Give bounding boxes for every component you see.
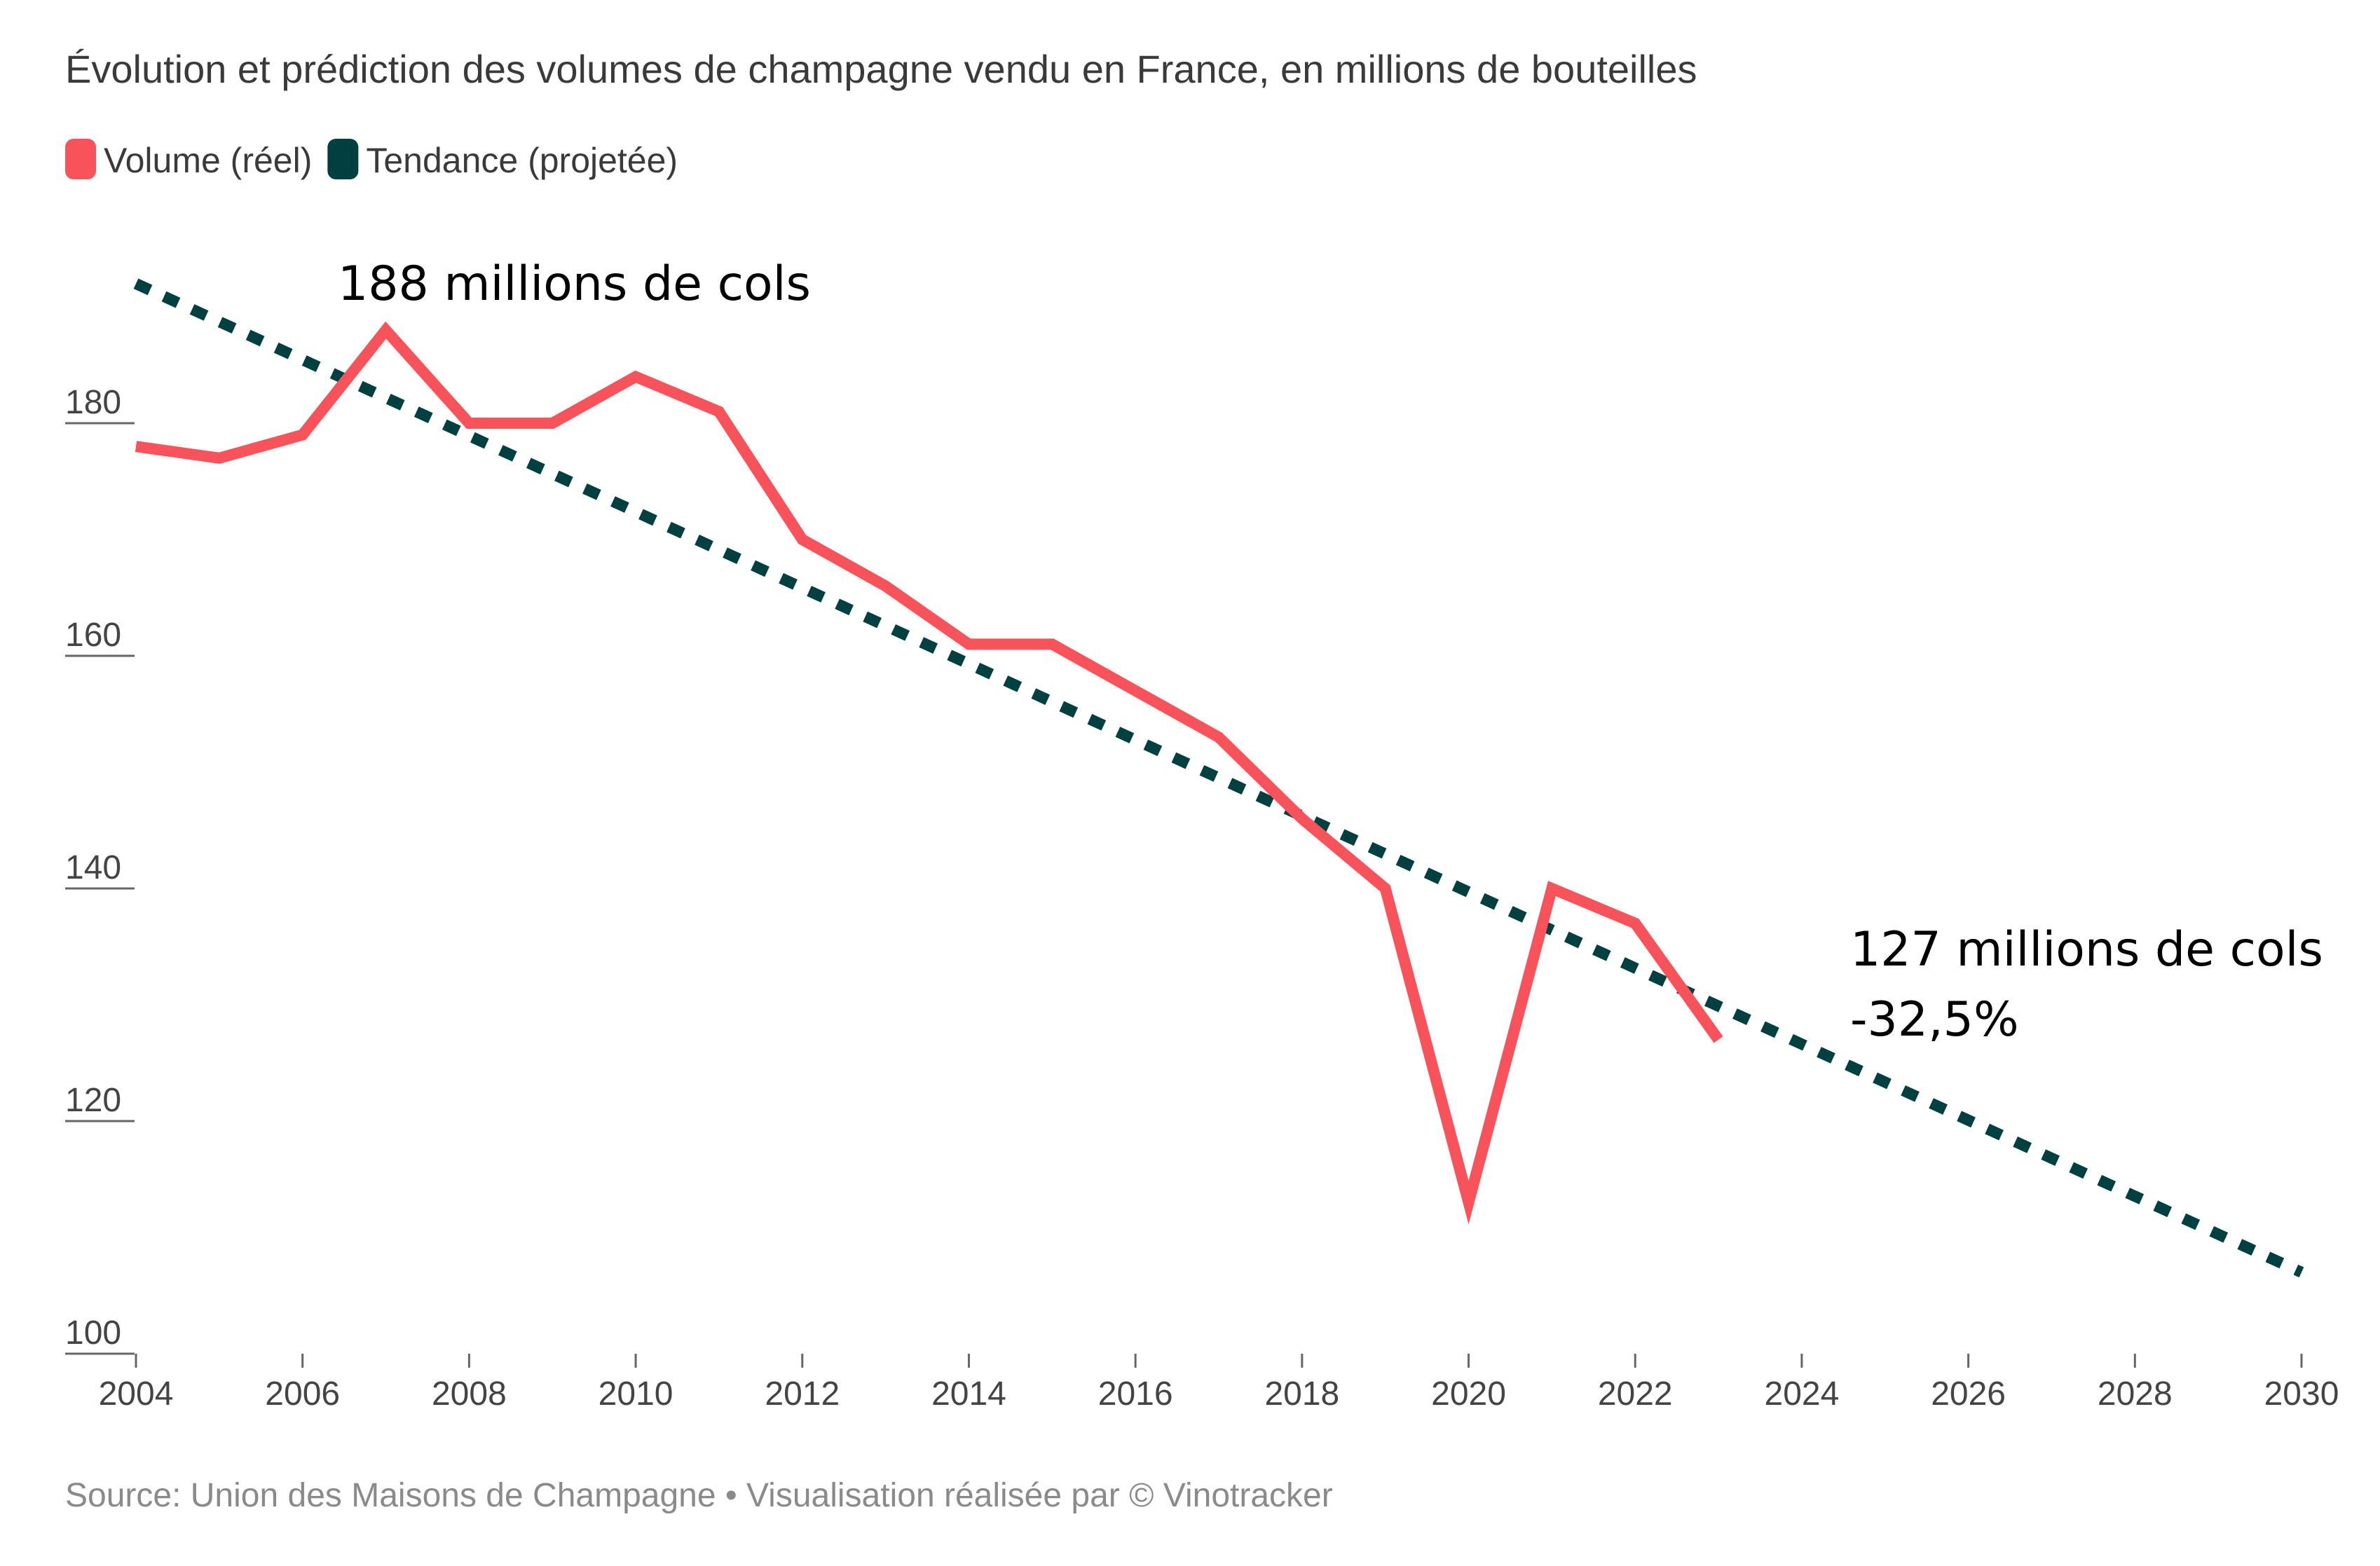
x-tick-label-2004: 2004 — [99, 1375, 174, 1413]
y-tick-label-180: 180 — [65, 384, 121, 421]
y-tick-label-140: 140 — [65, 849, 121, 886]
legend-label-volume: Volume (réel) — [104, 141, 312, 180]
x-tick-label-2026: 2026 — [1931, 1375, 2006, 1413]
series-line-volume — [135, 321, 1723, 1225]
y-tick-label-160: 160 — [65, 617, 121, 654]
x-tick-label-2028: 2028 — [2098, 1375, 2173, 1413]
annotations: 188 millions de cols 127 millions de col… — [338, 256, 2323, 1048]
x-tick-label-2024: 2024 — [1765, 1375, 1840, 1413]
x-tick-label-2010: 2010 — [599, 1375, 673, 1413]
series-layer — [133, 278, 2304, 1278]
x-tick-label-2016: 2016 — [1098, 1375, 1173, 1413]
legend-swatch-trend — [327, 139, 359, 179]
x-tick-label-2008: 2008 — [432, 1375, 507, 1413]
series-line-trend — [133, 278, 2304, 1278]
x-tick-label-2006: 2006 — [265, 1375, 340, 1413]
annotation-peak: 188 millions de cols — [338, 256, 811, 312]
y-tick-label-120: 120 — [65, 1082, 121, 1119]
annotation-projection-volume: 127 millions de cols — [1850, 922, 2323, 977]
x-tick-label-2030: 2030 — [2264, 1375, 2339, 1413]
legend: Volume (réel) Tendance (projetée) — [65, 139, 678, 180]
legend-swatch-volume — [65, 139, 96, 179]
annotation-projection-change: -32,5% — [1850, 992, 2019, 1048]
x-axis: 2004 2006 2008 2010 2012 2014 2016 2018 2020 2022… — [99, 1354, 2339, 1413]
chart-title: Évolution et prédiction des volumes de c… — [65, 47, 1697, 91]
x-tick-label-2020: 2020 — [1431, 1375, 1506, 1413]
x-tick-label-2022: 2022 — [1598, 1375, 1673, 1413]
legend-label-trend: Tendance (projetée) — [366, 141, 678, 180]
x-tick-label-2014: 2014 — [931, 1375, 1006, 1413]
x-tick-label-2012: 2012 — [765, 1375, 840, 1413]
source-note: Source: Union des Maisons de Champagne •… — [65, 1477, 1333, 1514]
y-tick-label-100: 100 — [65, 1314, 121, 1352]
x-tick-label-2018: 2018 — [1264, 1375, 1339, 1413]
y-axis: 100 120 140 160 180 — [65, 384, 135, 1355]
